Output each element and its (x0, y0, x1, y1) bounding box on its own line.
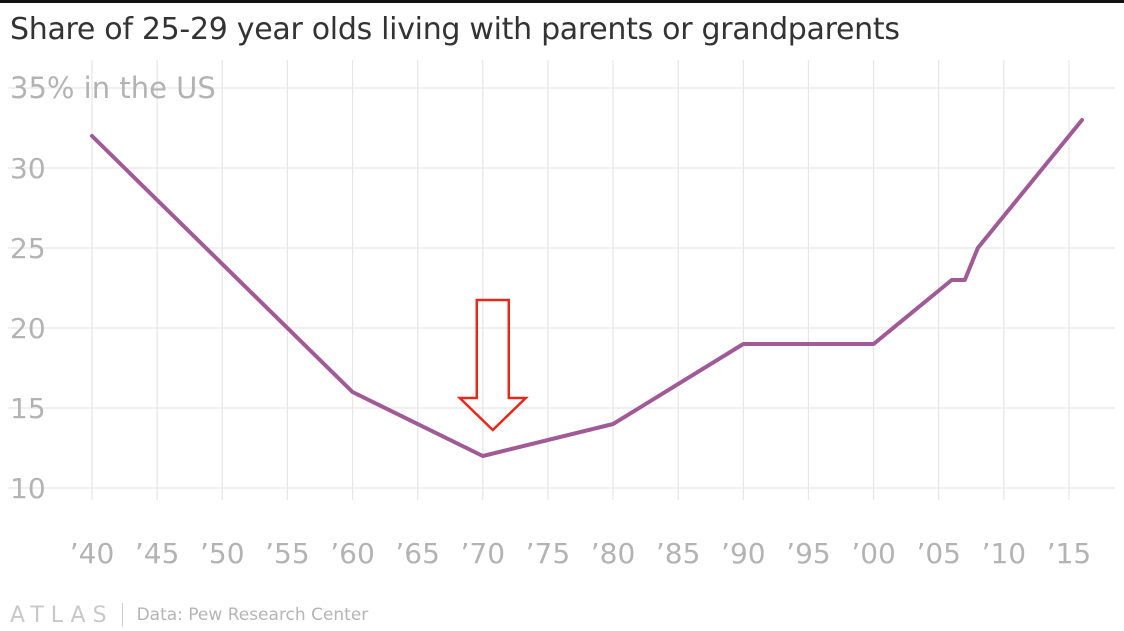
x-tick-label: ’80 (591, 537, 636, 570)
annotation-layer (456, 298, 529, 432)
y-axis-label: 35% in the US (10, 71, 216, 105)
x-tick-label: ’05 (916, 537, 961, 570)
footer-divider (121, 603, 123, 627)
x-tick-label: ’95 (786, 537, 831, 570)
x-tick-label: ’60 (330, 537, 375, 570)
x-tick-label: ’45 (135, 537, 180, 570)
x-tick-label: ’40 (70, 537, 115, 570)
x-tick-labels: ’40 ’45 ’50 ’55 ’60 ’65 ’70 ’75 ’80 ’85 ’90 ’95 ’00 ’… (70, 537, 1092, 570)
y-gridlines (8, 87, 1115, 489)
x-tick-label: ’75 (526, 537, 571, 570)
y-tick-label: 30 (10, 152, 46, 185)
data-source: Data: Pew Research Center (136, 605, 369, 625)
x-tick-label: ’50 (200, 537, 245, 570)
x-tick-label: ’15 (1047, 537, 1092, 570)
x-tick-label: ’85 (656, 537, 701, 570)
x-tick-label: ’10 (982, 537, 1027, 570)
x-tick-label: ’90 (721, 537, 766, 570)
y-tick-label: 15 (10, 392, 46, 425)
y-tick-label: 25 (10, 232, 46, 265)
x-tick-label: ’55 (265, 537, 310, 570)
series-line-0 (90, 118, 1084, 458)
y-tick-label: 10 (10, 472, 46, 505)
arrow-down-icon (456, 298, 529, 432)
atlas-logo: ATLAS (10, 602, 114, 628)
chart-title: Share of 25-29 year olds living with par… (10, 12, 900, 47)
y-tick-labels: 10 15 20 25 30 35% in the US (10, 71, 216, 505)
series-lines (90, 118, 1084, 458)
x-tick-label: ’00 (851, 537, 896, 570)
footer: ATLAS Data: Pew Research Center (10, 600, 368, 630)
x-tick-label: ’70 (461, 537, 506, 570)
top-border (0, 0, 1124, 3)
x-tick-label: ’65 (395, 537, 440, 570)
y-tick-label: 20 (10, 312, 46, 345)
